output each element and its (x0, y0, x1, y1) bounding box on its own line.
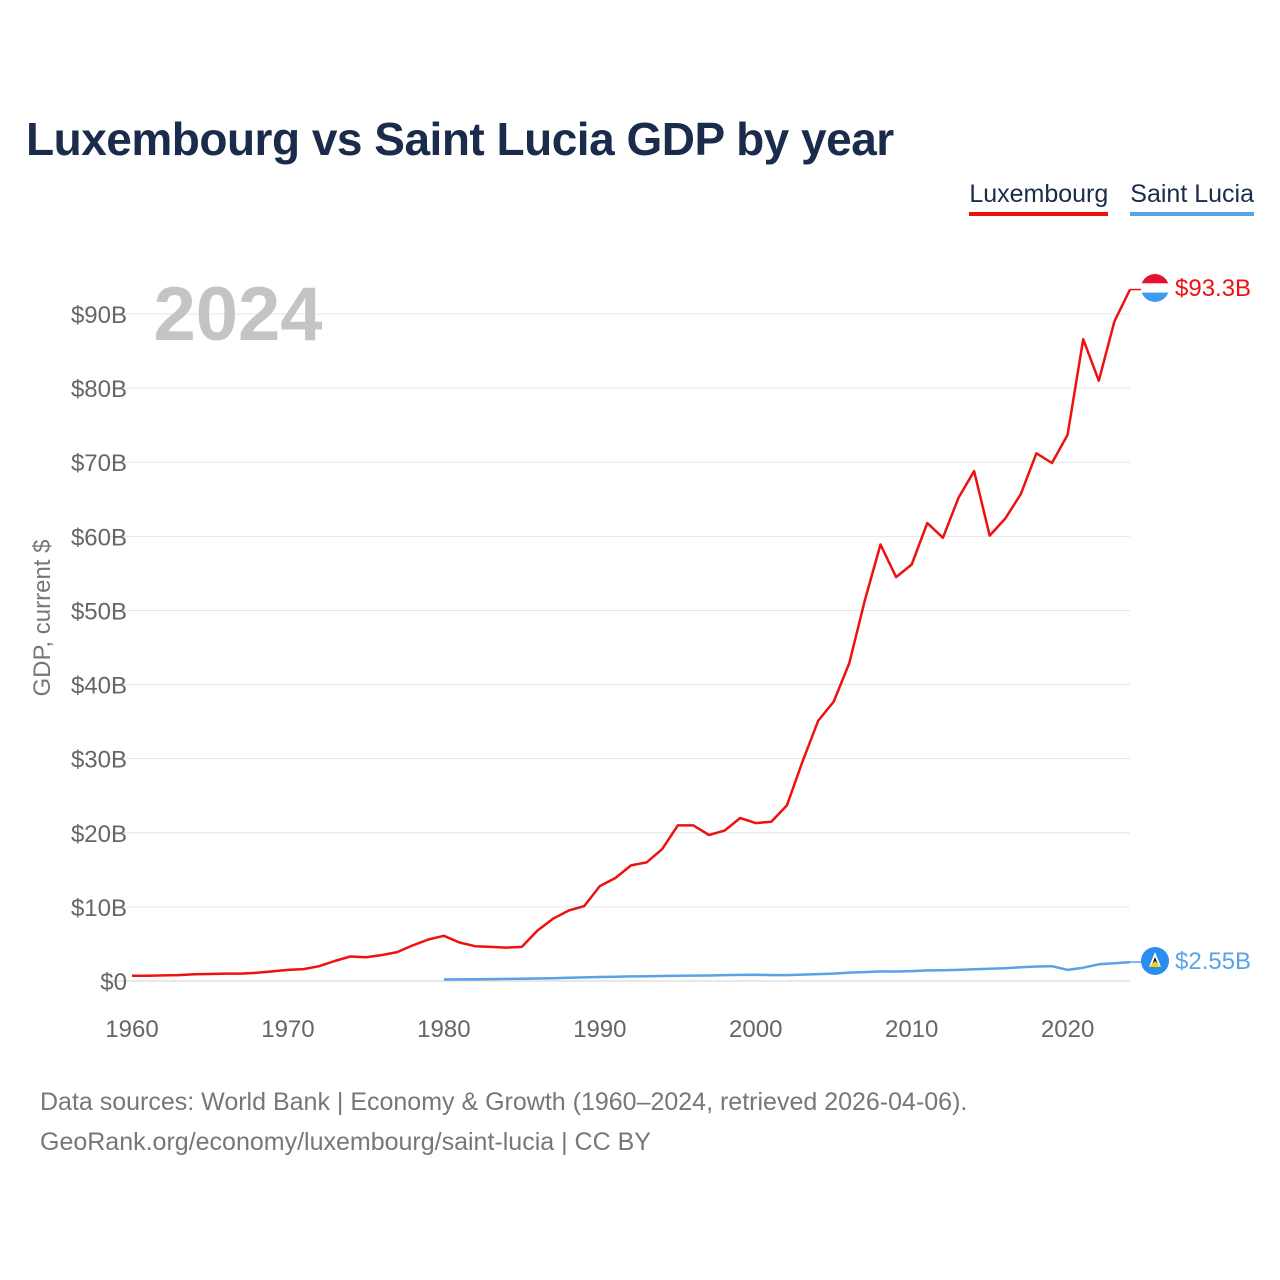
luxembourg-flag-icon (1141, 274, 1169, 302)
x-tick-label: 2010 (885, 1016, 938, 1043)
series-layer (132, 288, 1141, 981)
legend-item-luxembourg[interactable]: Luxembourg (969, 180, 1109, 216)
luxembourg-end-label: $93.3B (1175, 275, 1251, 302)
chart-area: 2024 $0$10B$20B$30B$40B$50B$60B$70B$80B$… (29, 272, 1251, 1043)
footer: Data sources: World Bank | Economy & Gro… (40, 1082, 967, 1162)
footer-sources: Data sources: World Bank | Economy & Gro… (40, 1088, 968, 1116)
gridlines (110, 313, 1130, 982)
chart-title: Luxembourg vs Saint Lucia GDP by year (26, 113, 894, 165)
footer-link[interactable]: GeoRank.org/economy/luxembourg/saint-luc… (40, 1128, 651, 1156)
y-tick-label: $90B (71, 302, 127, 329)
y-tick-label: $40B (71, 673, 127, 700)
x-tick-label: 1970 (261, 1016, 314, 1043)
x-tick-label: 1980 (417, 1016, 470, 1043)
y-tick-label: $50B (71, 598, 127, 625)
series-line-luxembourg[interactable] (132, 288, 1132, 978)
y-tick-label: $10B (71, 895, 127, 922)
saint-lucia-end-label: $2.55B (1175, 948, 1251, 975)
x-tick-label: 2020 (1041, 1016, 1094, 1043)
y-tick-label: $60B (71, 524, 127, 551)
legend-item-saint-lucia[interactable]: Saint Lucia (1130, 180, 1254, 216)
y-tick-label: $70B (71, 450, 127, 477)
series-line-saint-lucia[interactable] (443, 960, 1131, 981)
y-tick-label: $30B (71, 747, 127, 774)
x-tick-label: 1990 (573, 1016, 626, 1043)
legend: Luxembourg Saint Lucia (969, 180, 1254, 216)
saint-lucia-flag-icon (1141, 947, 1169, 975)
x-tick-label: 1960 (105, 1016, 158, 1043)
x-tick-label: 2000 (729, 1016, 782, 1043)
y-tick-label: $0 (100, 969, 127, 996)
x-axis-ticks: 1960 1970 1980 1990 2000 2010 2020 (105, 1016, 1094, 1043)
y-axis-label: GDP, current $ (29, 540, 56, 697)
y-tick-label: $20B (71, 821, 127, 848)
year-watermark: 2024 (153, 272, 322, 357)
y-axis-ticks: $0 $10B $20B $30B $40B $50B $60B $70B $80B $90B (71, 302, 127, 996)
y-tick-label: $80B (71, 376, 127, 403)
